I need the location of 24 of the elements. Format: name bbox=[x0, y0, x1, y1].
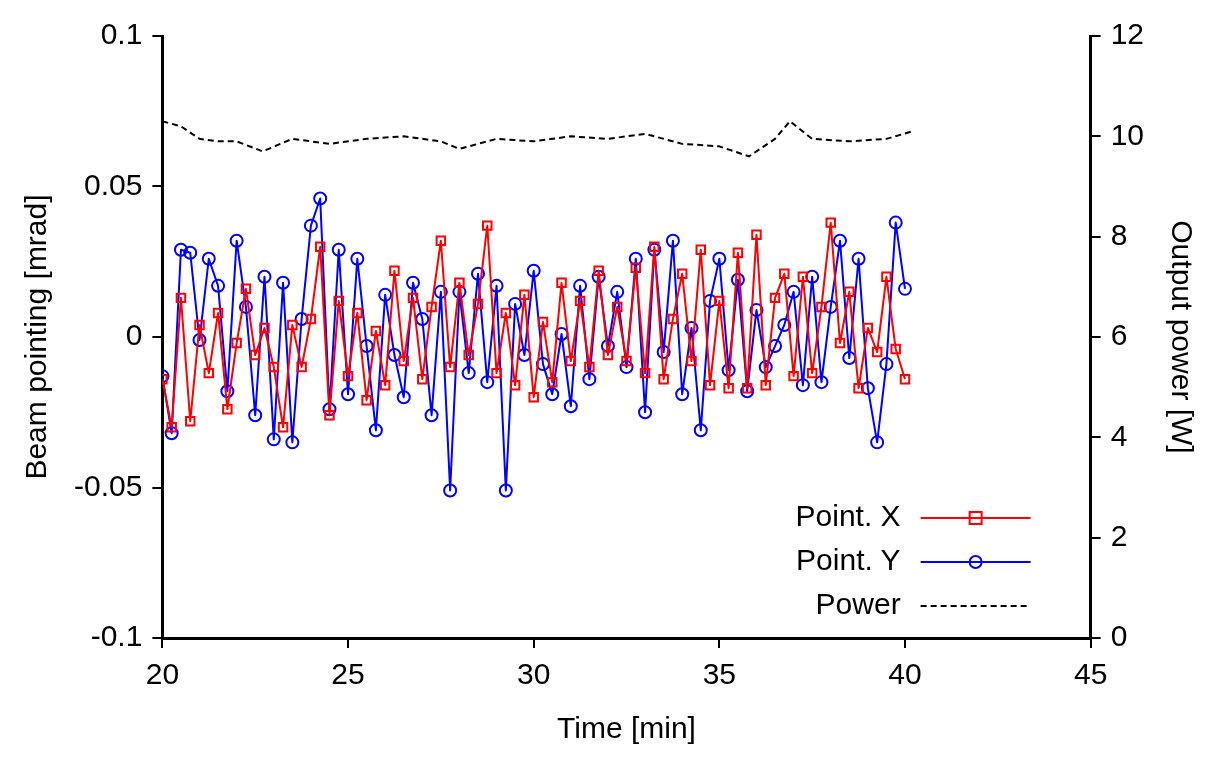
x-tick-label: 30 bbox=[516, 657, 551, 691]
y2-tick-label: 12 bbox=[1110, 17, 1145, 51]
x-axis-title: Time [min] bbox=[557, 711, 696, 745]
x-tick-label: 25 bbox=[331, 657, 365, 691]
y2-tick-label: 8 bbox=[1110, 217, 1128, 251]
legend-label: Point. Y bbox=[796, 543, 901, 577]
y2-tick-label: 2 bbox=[1110, 518, 1128, 552]
x-tick-label: 35 bbox=[702, 657, 737, 691]
legend-label: Point. X bbox=[795, 499, 901, 533]
y2-tick-label: 0 bbox=[1110, 619, 1128, 653]
x-tick-label: 40 bbox=[888, 657, 922, 691]
y2-axis-title: Output power [W] bbox=[1165, 220, 1199, 454]
y2-tick-label: 10 bbox=[1110, 117, 1145, 151]
x-tick-label: 20 bbox=[145, 657, 180, 691]
y2-tick-label: 6 bbox=[1110, 318, 1128, 352]
y-tick-label: -0.05 bbox=[73, 468, 143, 502]
legend-label: Power bbox=[815, 587, 901, 621]
y-tick-label: 0.05 bbox=[83, 167, 143, 201]
y-axis-title: Beam pointing [mrad] bbox=[19, 194, 53, 480]
y-tick-label: 0 bbox=[125, 318, 143, 352]
y-tick-label: -0.1 bbox=[90, 619, 143, 653]
x-tick-label: 45 bbox=[1073, 657, 1108, 691]
y-tick-label: 0.1 bbox=[100, 17, 143, 51]
y2-tick-label: 4 bbox=[1110, 418, 1128, 452]
